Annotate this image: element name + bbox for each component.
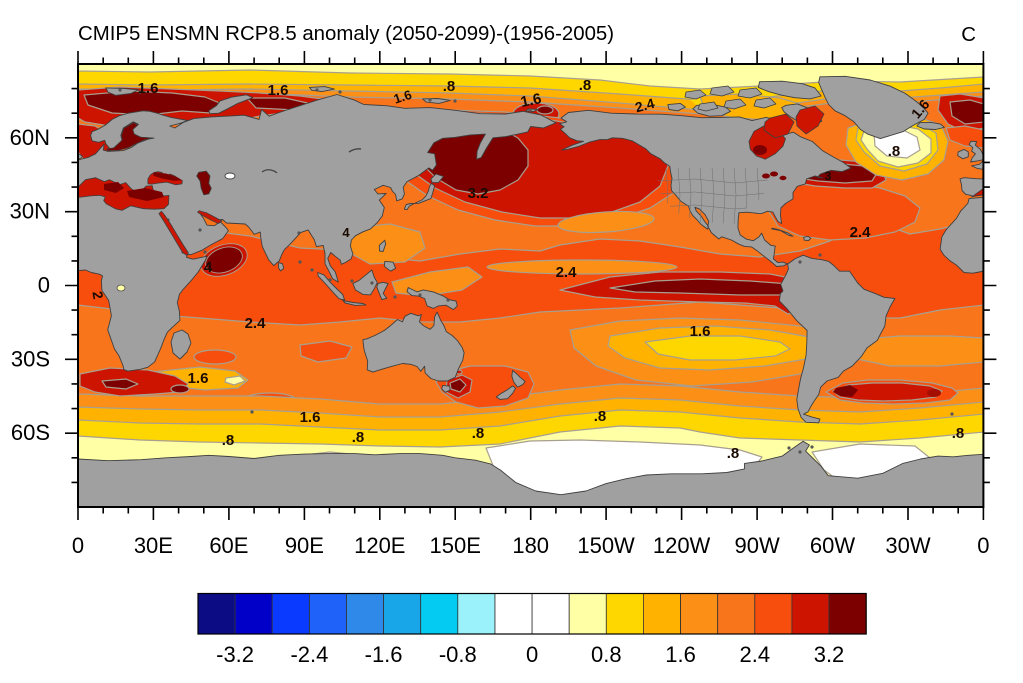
- svg-text:120E: 120E: [354, 533, 405, 558]
- svg-text:3.2: 3.2: [814, 642, 845, 667]
- svg-text:2.4: 2.4: [850, 224, 872, 241]
- svg-text:90W: 90W: [734, 533, 779, 558]
- svg-text:1.6: 1.6: [392, 87, 414, 107]
- svg-text:0.8: 0.8: [591, 642, 622, 667]
- svg-text:2: 2: [89, 290, 106, 301]
- svg-text:30N: 30N: [10, 199, 50, 224]
- svg-text:2.4: 2.4: [245, 315, 267, 332]
- svg-text:30W: 30W: [885, 533, 930, 558]
- svg-text:1.6: 1.6: [300, 409, 321, 426]
- svg-text:1.6: 1.6: [268, 82, 289, 99]
- svg-text:30E: 30E: [134, 533, 173, 558]
- svg-text:2.4: 2.4: [740, 642, 771, 667]
- svg-text:60E: 60E: [209, 533, 248, 558]
- svg-text:4: 4: [342, 225, 350, 240]
- svg-text:1.6: 1.6: [665, 642, 696, 667]
- svg-text:.8: .8: [472, 425, 485, 442]
- svg-text:1.6: 1.6: [519, 90, 543, 111]
- svg-text:150E: 150E: [430, 533, 481, 558]
- svg-text:90E: 90E: [285, 533, 324, 558]
- svg-text:.8: .8: [579, 77, 592, 94]
- svg-text:CMIP5 ENSMN RCP8.5 anomaly (20: CMIP5 ENSMN RCP8.5 anomaly (2050-2099)-(…: [78, 23, 614, 45]
- svg-text:C: C: [961, 24, 976, 46]
- svg-text:3.2: 3.2: [468, 185, 489, 202]
- svg-text:60W: 60W: [810, 533, 855, 558]
- svg-text:150W: 150W: [577, 533, 635, 558]
- svg-text:.8: .8: [594, 408, 607, 425]
- svg-text:.8: .8: [352, 429, 365, 446]
- svg-text:2.4: 2.4: [633, 95, 656, 116]
- svg-text:-3.2: -3.2: [216, 642, 254, 667]
- svg-text:2.4: 2.4: [556, 264, 578, 281]
- svg-text:3: 3: [825, 169, 832, 183]
- svg-text:-0.8: -0.8: [439, 642, 477, 667]
- svg-text:.8: .8: [888, 143, 901, 160]
- svg-text:1.6: 1.6: [188, 370, 209, 387]
- svg-text:4: 4: [204, 259, 213, 276]
- svg-text:.8: .8: [222, 432, 235, 449]
- svg-text:-2.4: -2.4: [290, 642, 328, 667]
- svg-text:0: 0: [526, 642, 538, 667]
- svg-text:0: 0: [38, 273, 50, 298]
- svg-text:.8: .8: [443, 78, 456, 95]
- svg-text:120W: 120W: [653, 533, 711, 558]
- svg-text:30S: 30S: [11, 346, 50, 371]
- svg-text:0: 0: [977, 533, 989, 558]
- svg-text:1.6: 1.6: [690, 323, 711, 340]
- svg-text:60S: 60S: [11, 420, 50, 445]
- svg-text:.8: .8: [952, 425, 965, 442]
- svg-text:-1.6: -1.6: [365, 642, 403, 667]
- svg-text:180: 180: [512, 533, 549, 558]
- svg-text:.8: .8: [727, 445, 740, 462]
- svg-text:60N: 60N: [10, 125, 50, 150]
- svg-text:1.6: 1.6: [138, 80, 159, 97]
- svg-text:0: 0: [72, 533, 84, 558]
